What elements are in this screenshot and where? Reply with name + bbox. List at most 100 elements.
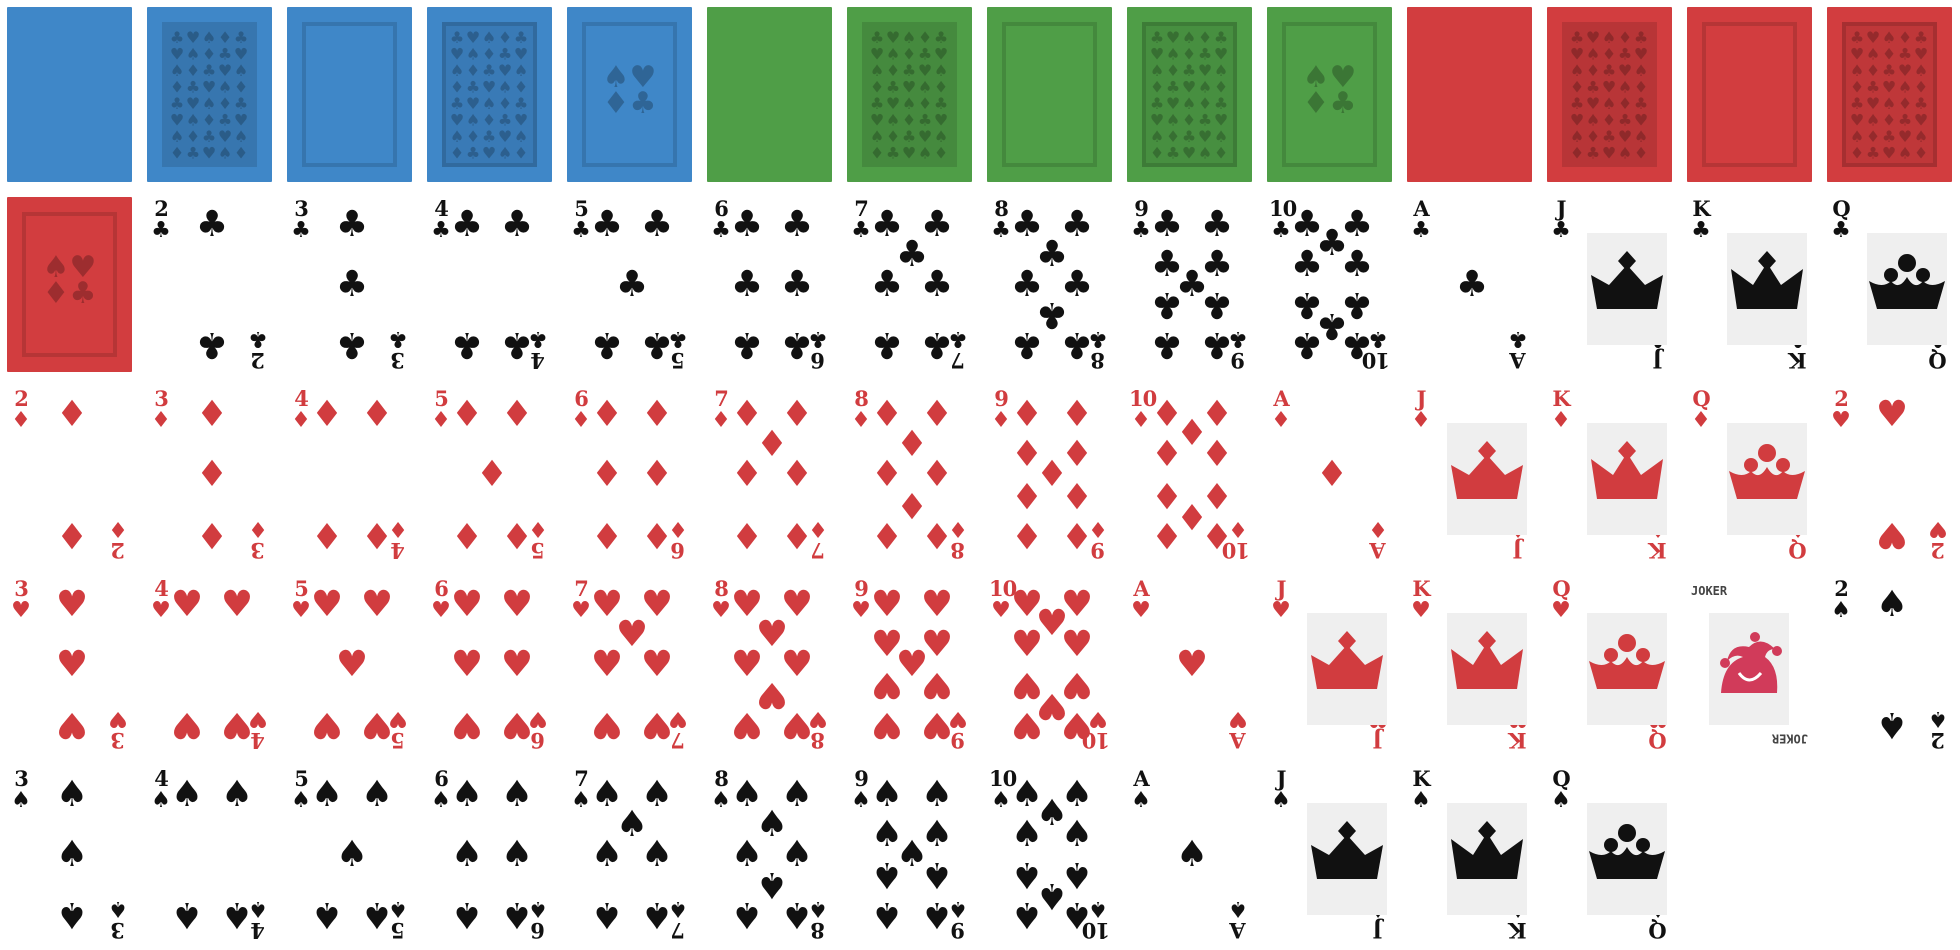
card-3-of-hearts[interactable]: 3 ♥ 3 ♥ ♥ ♥ ♥ [7, 577, 132, 752]
card-8-of-spades[interactable]: 8 ♠ 8 ♠ ♠ ♠ ♠ ♠ ♠ ♠ ♠ ♠ [707, 767, 832, 942]
card-rank: A [1230, 728, 1246, 752]
card-back-green-plain[interactable] [707, 7, 832, 182]
card-j-of-clubs[interactable]: J♣J♣ [1547, 197, 1672, 372]
card-6-of-clubs[interactable]: 6 ♣ 6 ♣ ♣ ♣ ♣ ♣ ♣ ♣ [707, 197, 832, 372]
card-7-of-spades[interactable]: 7 ♠ 7 ♠ ♠ ♠ ♠ ♠ ♠ ♠ ♠ [567, 767, 692, 942]
card-back-green-emblem[interactable]: ♠ ♥ ♦ ♣ [1267, 7, 1392, 182]
spade-icon: ♠ [1928, 706, 1948, 732]
card-3-of-diamonds[interactable]: 3 ♦ 3 ♦ ♦ ♦ ♦ [147, 387, 272, 562]
card-7-of-clubs[interactable]: 7 ♣ 7 ♣ ♣ ♣ ♣ ♣ ♣ ♣ ♣ [847, 197, 972, 372]
card-4-of-hearts[interactable]: 4 ♥ 4 ♥ ♥ ♥ ♥ ♥ [147, 577, 272, 752]
club-icon: ♣ [1150, 204, 1184, 245]
card-a-of-clubs[interactable]: A ♣ A ♣ ♣ [1407, 197, 1532, 372]
card-back-green-framed-grid[interactable]: ♣ ♥ ♠ ♦ ♣ ♥ ♠ ♦ ♣ ♥ ♠ ♦ ♣ ♥ ♠ ♦ ♣ ♥ ♠ ♦ ♣ ♥ ♠ ♦ ♣ ♥ ♠ ♦ ♣ ♥ ♠ ♦ ♣ ♥ ♠ ♦ ♣ ♥ ♠ ♦ [1127, 7, 1252, 182]
card-2-of-hearts[interactable]: 2 ♥ 2 ♥ ♥ ♥ [1827, 387, 1952, 562]
court-figure [1587, 423, 1667, 535]
card-back-blue-plain[interactable] [7, 7, 132, 182]
svg-text:♦: ♦ [170, 78, 184, 97]
card-2-of-diamonds[interactable]: 2 ♦ 2 ♦ ♦ ♦ [7, 387, 132, 562]
heart-icon: ♥ [590, 704, 624, 745]
svg-text:♥: ♥ [1214, 45, 1228, 64]
spade-icon: ♠ [335, 833, 369, 875]
card-back-blue-framed-grid[interactable]: ♣ ♥ ♠ ♦ ♣ ♥ ♠ ♦ ♣ ♥ ♠ ♦ ♣ ♥ ♠ ♦ ♣ ♥ ♠ ♦ ♣ ♥ ♠ ♦ ♣ ♥ ♠ ♦ ♣ ♥ ♠ ♦ ♣ ♥ ♠ ♦ ♣ ♥ ♠ ♦ [427, 7, 552, 182]
card-2-of-clubs[interactable]: 2 ♣ 2 ♣ ♣ ♣ [147, 197, 272, 372]
card-8-of-hearts[interactable]: 8 ♥ 8 ♥ ♥ ♥ ♥ ♥ ♥ ♥ ♥ ♥ [707, 577, 832, 752]
card-back-blue-emblem[interactable]: ♠ ♥ ♦ ♣ [567, 7, 692, 182]
card-5-of-clubs[interactable]: 5 ♣ 5 ♣ ♣ ♣ ♣ ♣ ♣ [567, 197, 692, 372]
card-a-of-hearts[interactable]: A ♥ A ♥ ♥ [1127, 577, 1252, 752]
card-6-of-hearts[interactable]: 6 ♥ 6 ♥ ♥ ♥ ♥ ♥ ♥ ♥ [427, 577, 552, 752]
card-k-of-clubs[interactable]: K♣K♣ [1687, 197, 1812, 372]
card-10-of-diamonds[interactable]: 10 ♦ 10 ♦ ♦ ♦ ♦ ♦ ♦ ♦ ♦ ♦ ♦ ♦ [1127, 387, 1252, 562]
card-7-of-hearts[interactable]: 7 ♥ 7 ♥ ♥ ♥ ♥ ♥ ♥ ♥ ♥ [567, 577, 692, 752]
card-10-of-hearts[interactable]: 10 ♥ 10 ♥ ♥ ♥ ♥ ♥ ♥ ♥ ♥ ♥ ♥ ♥ [987, 577, 1112, 752]
card-5-of-diamonds[interactable]: 5 ♦ 5 ♦ ♦ ♦ ♦ ♦ ♦ [427, 387, 552, 562]
card-9-of-clubs[interactable]: 9 ♣ 9 ♣ ♣ ♣ ♣ ♣ ♣ ♣ ♣ ♣ ♣ [1127, 197, 1252, 372]
card-j-of-spades[interactable]: J♠J♠ [1267, 767, 1392, 942]
card-3-of-clubs[interactable]: 3 ♣ 3 ♣ ♣ ♣ ♣ [287, 197, 412, 372]
card-rank: K [1412, 767, 1430, 791]
card-6-of-diamonds[interactable]: 6 ♦ 6 ♦ ♦ ♦ ♦ ♦ ♦ ♦ [567, 387, 692, 562]
svg-text:♦: ♦ [1634, 78, 1648, 97]
card-5-of-spades[interactable]: 5 ♠ 5 ♠ ♠ ♠ ♠ ♠ ♠ [287, 767, 412, 942]
card-j-of-diamonds[interactable]: J♦J♦ [1407, 387, 1532, 562]
card-k-of-hearts[interactable]: K♥K♥ [1407, 577, 1532, 752]
card-8-of-clubs[interactable]: 8 ♣ 8 ♣ ♣ ♣ ♣ ♣ ♣ ♣ ♣ ♣ [987, 197, 1112, 372]
card-joker[interactable]: JOKER JOKER [1687, 577, 1812, 752]
card-back-red-frame[interactable] [1687, 7, 1812, 182]
card-2-of-spades[interactable]: 2 ♠ 2 ♠ ♠ ♠ [1827, 577, 1952, 752]
card-back-red-plain[interactable] [1407, 7, 1532, 182]
card-q-of-spades[interactable]: Q♠Q♠ [1547, 767, 1672, 942]
card-8-of-diamonds[interactable]: 8 ♦ 8 ♦ ♦ ♦ ♦ ♦ ♦ ♦ ♦ ♦ [847, 387, 972, 562]
club-icon: ♣ [1175, 263, 1209, 305]
card-k-of-diamonds[interactable]: K♦K♦ [1547, 387, 1672, 562]
crown-icon [1589, 824, 1665, 879]
svg-text:♥: ♥ [1618, 127, 1632, 146]
card-q-of-diamonds[interactable]: Q♦Q♦ [1687, 387, 1812, 562]
svg-text:♥: ♥ [1850, 111, 1864, 130]
heart-icon: ♥ [730, 704, 764, 745]
card-q-of-hearts[interactable]: Q♥Q♥ [1547, 577, 1672, 752]
card-5-of-hearts[interactable]: 5 ♥ 5 ♥ ♥ ♥ ♥ ♥ ♥ [287, 577, 412, 752]
svg-text:♣: ♣ [218, 45, 232, 64]
card-9-of-diamonds[interactable]: 9 ♦ 9 ♦ ♦ ♦ ♦ ♦ ♦ ♦ ♦ ♦ ♦ [987, 387, 1112, 562]
card-10-of-clubs[interactable]: 10 ♣ 10 ♣ ♣ ♣ ♣ ♣ ♣ ♣ ♣ ♣ ♣ ♣ [1267, 197, 1392, 372]
diamond-icon: ♦ [991, 407, 1011, 433]
card-back-red-framed-grid[interactable]: ♣ ♥ ♠ ♦ ♣ ♥ ♠ ♦ ♣ ♥ ♠ ♦ ♣ ♥ ♠ ♦ ♣ ♥ ♠ ♦ ♣ ♥ ♠ ♦ ♣ ♥ ♠ ♦ ♣ ♥ ♠ ♦ ♣ ♥ ♠ ♦ ♣ ♥ ♠ ♦ [1827, 7, 1952, 182]
card-back-blue-frame[interactable] [287, 7, 412, 182]
club-icon: ♣ [895, 233, 929, 275]
spade-icon: ♠ [1551, 787, 1571, 813]
card-4-of-spades[interactable]: 4 ♠ 4 ♠ ♠ ♠ ♠ ♠ [147, 767, 272, 942]
club-icon: ♣ [1315, 223, 1349, 265]
diamond-icon: ♦ [870, 394, 904, 435]
card-back-blue-grid[interactable]: ♣ ♥ ♠ ♦ ♣ ♥ ♠ ♦ ♣ ♥ ♠ ♦ ♣ ♥ ♠ ♦ ♣ ♥ ♠ ♦ ♣ ♥ ♠ ♦ ♣ ♥ ♠ ♦ ♣ ♥ ♠ ♦ ♣ ♥ ♠ ♦ ♣ ♥ ♠ ♦ [147, 7, 272, 182]
card-back-red-emblem[interactable]: ♠ ♥ ♦ ♣ [7, 197, 132, 372]
card-4-of-diamonds[interactable]: 4 ♦ 4 ♦ ♦ ♦ ♦ ♦ [287, 387, 412, 562]
card-3-of-spades[interactable]: 3 ♠ 3 ♠ ♠ ♠ ♠ [7, 767, 132, 942]
card-rank: A [1133, 577, 1149, 601]
card-a-of-spades[interactable]: A ♠ A ♠ ♠ [1127, 767, 1252, 942]
card-k-of-spades[interactable]: K♠K♠ [1407, 767, 1532, 942]
svg-text:♣: ♣ [918, 111, 932, 130]
card-back-green-grid[interactable]: ♣ ♥ ♠ ♦ ♣ ♥ ♠ ♦ ♣ ♥ ♠ ♦ ♣ ♥ ♠ ♦ ♣ ♥ ♠ ♦ ♣ ♥ ♠ ♦ ♣ ♥ ♠ ♦ ♣ ♥ ♠ ♦ ♣ ♥ ♠ ♦ ♣ ♥ ♠ ♦ [847, 7, 972, 182]
card-10-of-spades[interactable]: 10 ♠ 10 ♠ ♠ ♠ ♠ ♠ ♠ ♠ ♠ ♠ ♠ ♠ [987, 767, 1112, 942]
svg-text:♥: ♥ [1618, 61, 1632, 80]
diamond-icon: ♦ [640, 514, 674, 555]
card-index-top: J ♠ [1269, 768, 1293, 811]
card-j-of-hearts[interactable]: J♥J♥ [1267, 577, 1392, 752]
card-9-of-spades[interactable]: 9 ♠ 9 ♠ ♠ ♠ ♠ ♠ ♠ ♠ ♠ ♠ ♠ [847, 767, 972, 942]
card-q-of-clubs[interactable]: Q♣Q♣ [1827, 197, 1952, 372]
card-4-of-clubs[interactable]: 4 ♣ 4 ♣ ♣ ♣ ♣ ♣ [427, 197, 552, 372]
card-9-of-hearts[interactable]: 9 ♥ 9 ♥ ♥ ♥ ♥ ♥ ♥ ♥ ♥ ♥ ♥ [847, 577, 972, 752]
card-6-of-spades[interactable]: 6 ♠ 6 ♠ ♠ ♠ ♠ ♠ ♠ ♠ [427, 767, 552, 942]
card-index-bot: 2 ♥ [1926, 516, 1950, 562]
card-7-of-diamonds[interactable]: 7 ♦ 7 ♦ ♦ ♦ ♦ ♦ ♦ ♦ ♦ [707, 387, 832, 562]
diamond-icon: ♦ [1315, 453, 1349, 495]
card-index-top: 2 ♣ [149, 198, 173, 241]
card-back-red-grid[interactable]: ♣ ♥ ♠ ♦ ♣ ♥ ♠ ♦ ♣ ♥ ♠ ♦ ♣ ♥ ♠ ♦ ♣ ♥ ♠ ♦ ♣ ♥ ♠ ♦ ♣ ♥ ♠ ♦ ♣ ♥ ♠ ♦ ♣ ♥ ♠ ♦ ♣ ♥ ♠ ♦ [1547, 7, 1672, 182]
card-a-of-diamonds[interactable]: A ♦ A ♦ ♦ [1267, 387, 1392, 562]
svg-text:♦: ♦ [514, 144, 528, 163]
heart-icon: ♥ [108, 706, 128, 732]
card-back-green-frame[interactable] [987, 7, 1112, 182]
card-index-top: A ♣ [1409, 198, 1433, 241]
